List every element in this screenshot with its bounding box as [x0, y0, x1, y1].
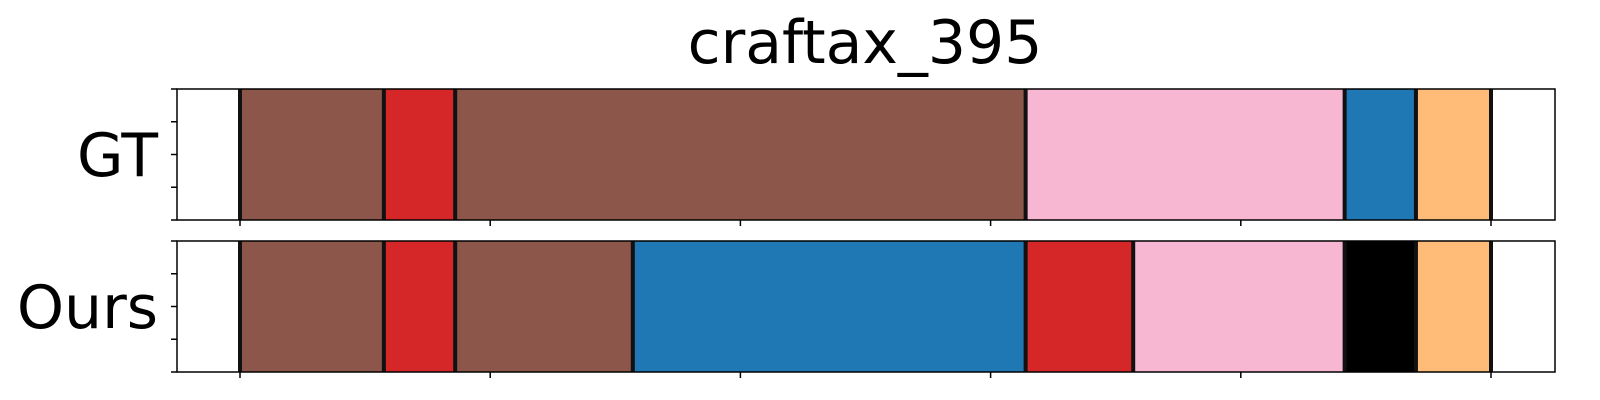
- segment-bar: [383, 241, 456, 372]
- segment-bar: [1133, 241, 1345, 372]
- chart-rows: GT Ours: [17, 88, 1556, 378]
- segment-bar: [455, 89, 1026, 220]
- segment-bar: [1344, 89, 1416, 220]
- segment-bar: [1025, 241, 1134, 372]
- segment-bar: [1025, 89, 1345, 220]
- row-label: GT: [77, 121, 158, 191]
- segment-bar: [1415, 89, 1491, 220]
- segment-bar: [383, 89, 456, 220]
- segment-bar: [632, 241, 1026, 372]
- chart-row-ours: Ours: [17, 240, 1556, 378]
- segment-bar: [1344, 241, 1416, 372]
- chart-title: craftax_395: [688, 8, 1043, 78]
- segment-bar: [240, 89, 384, 220]
- chart-row-gt: GT: [77, 88, 1556, 226]
- segment-bar: [240, 241, 384, 372]
- segment-bar: [1415, 241, 1491, 372]
- segment-bar: [455, 241, 633, 372]
- row-label: Ours: [17, 273, 158, 343]
